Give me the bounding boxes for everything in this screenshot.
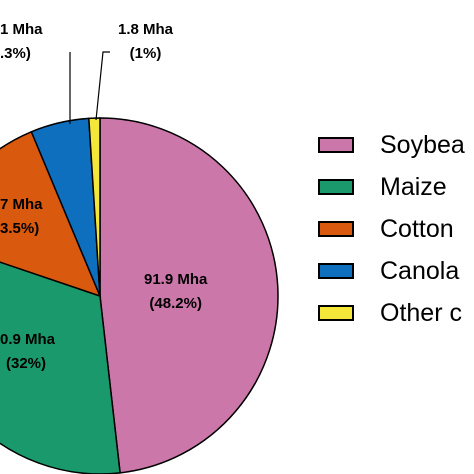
maize-value: 0.9 Mha — [0, 331, 56, 348]
legend-swatch-soybean — [318, 137, 354, 153]
legend-swatch-other-crops — [318, 305, 354, 321]
soybean-value: 91.9 Mha — [144, 271, 208, 288]
leader-line-other-crops — [95, 51, 110, 121]
maize-percent: (32%) — [6, 355, 47, 372]
pie-slice-maize — [0, 261, 121, 474]
legend-swatch-maize — [318, 179, 354, 195]
cotton-percent: 3.5%) — [0, 220, 40, 237]
maize-data-label: 0.9 Mha (32%) — [0, 328, 55, 376]
legend-label-other-crops: Other c — [380, 299, 462, 327]
legend-item-soybean: Soybea — [318, 131, 474, 159]
cotton-value: 7 Mha — [0, 196, 43, 213]
pie-slice-soybean — [99, 117, 279, 474]
pie-slice-cotton — [0, 130, 102, 298]
soybean-percent: (48.2%) — [149, 295, 202, 312]
legend-item-maize: Maize — [318, 173, 474, 201]
other-crops-percent: (1%) — [129, 45, 162, 62]
legend-swatch-canola — [318, 263, 354, 279]
pie-slice-other-crops — [88, 117, 101, 297]
legend-swatch-cotton — [318, 221, 354, 237]
canola-data-label: 1 Mha .3%) — [0, 18, 43, 66]
legend-label-canola: Canola — [380, 257, 460, 285]
cotton-data-label: 7 Mha 3.5%) — [0, 193, 43, 241]
legend-label-cotton: Cotton — [380, 215, 454, 243]
legend-item-cotton: Cotton — [318, 215, 474, 243]
other-crops-value: 1.8 Mha — [118, 21, 174, 38]
legend-label-maize: Maize — [380, 173, 447, 201]
legend-item-other-crops: Other c — [318, 299, 474, 327]
soybean-data-label: 91.9 Mha (48.2%) — [144, 268, 207, 316]
legend-item-canola: Canola — [318, 257, 474, 285]
legend-label-soybean: Soybea — [380, 131, 465, 159]
canola-percent: .3%) — [0, 45, 31, 62]
other-crops-data-label: 1.8 Mha (1%) — [118, 18, 173, 66]
canola-value: 1 Mha — [0, 21, 43, 38]
